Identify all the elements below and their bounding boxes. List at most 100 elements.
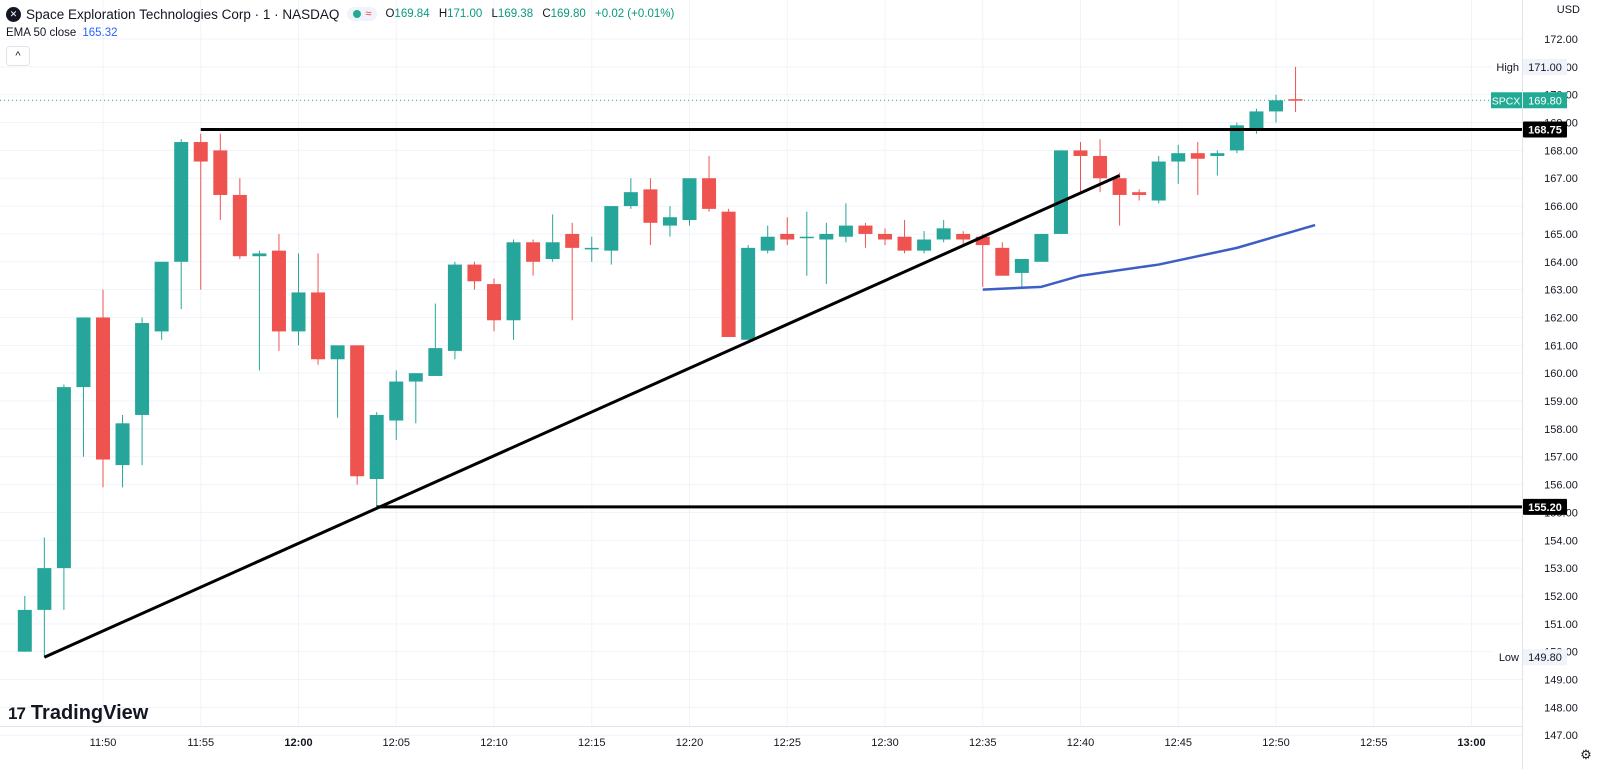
chevron-up-icon: ^ (15, 50, 21, 62)
candle-body (760, 236, 775, 251)
y-tick-label: 161.00 (1544, 340, 1578, 352)
market-status-pill[interactable]: ≈ (347, 7, 378, 21)
x-tick-label: 11:55 (187, 737, 214, 749)
candle-body (995, 247, 1010, 276)
symbol-title[interactable]: Space Exploration Technologies Corp · 1 … (26, 6, 340, 22)
candle (975, 233, 990, 287)
candle-body (1210, 153, 1225, 156)
candle (878, 228, 892, 246)
y-tick-label: 167.00 (1544, 173, 1578, 185)
candle (526, 239, 541, 276)
candle (956, 231, 971, 246)
trend-line (43, 174, 1121, 659)
marker-value: 149.80 (1528, 652, 1562, 664)
ema-legend[interactable]: EMA 50 close 165.32 (6, 27, 118, 39)
candle (897, 220, 912, 254)
x-tick-label: 13:00 (1457, 737, 1485, 749)
candle-body (115, 423, 130, 466)
candle-body (1171, 153, 1186, 162)
y-tick-label: 151.00 (1544, 619, 1578, 631)
marker-tag-bg (1492, 58, 1522, 75)
x-tick-label: 12:20 (676, 737, 704, 749)
high-value: 171.00 (447, 8, 483, 20)
candle (369, 412, 384, 507)
candle (662, 206, 677, 237)
candle-body (858, 225, 873, 234)
y-tick-label: 157.00 (1544, 452, 1578, 464)
candle (1171, 144, 1186, 184)
candle (682, 178, 697, 226)
candle (799, 211, 814, 276)
gear-icon[interactable]: ⚙ (1580, 747, 1592, 762)
candle-body (56, 387, 71, 569)
candle-body (819, 233, 834, 240)
x-tick-label: 12:00 (284, 737, 312, 749)
candle-body (878, 233, 892, 240)
candle-body (1132, 192, 1147, 195)
symbol-logo-icon[interactable]: ✕ (6, 6, 21, 22)
candle-body (17, 609, 32, 652)
candle-body (271, 250, 286, 332)
candle-body (1151, 161, 1166, 201)
candle (1112, 172, 1127, 226)
candle-body (369, 414, 384, 480)
candle-body (428, 348, 443, 376)
marker-value: 171.00 (1528, 62, 1562, 74)
candle (487, 278, 501, 332)
tradingview-logo: 17 TradingView (8, 702, 148, 725)
candle (1269, 94, 1283, 123)
change-value: +0.02 (+0.01%) (595, 8, 675, 20)
candle-body (1229, 125, 1244, 151)
candle (350, 345, 365, 485)
candle-body (330, 345, 345, 360)
x-tick-label: 12:45 (1164, 737, 1192, 749)
y-tick-label: 147.00 (1544, 730, 1578, 742)
candle-body (1190, 153, 1205, 159)
candle (37, 537, 52, 658)
candle-body (780, 233, 795, 240)
candle-body (193, 142, 208, 162)
candle (115, 414, 130, 488)
y-tick-label: 149.00 (1544, 675, 1578, 687)
y-tick-label: 153.00 (1544, 563, 1578, 575)
candle-body (956, 233, 971, 240)
candle (1288, 66, 1303, 112)
candle (565, 222, 580, 321)
candle-body (936, 228, 951, 240)
y-tick-label: 160.00 (1544, 368, 1578, 380)
candle (1014, 259, 1029, 287)
candle (702, 155, 717, 212)
x-tick-label: 12:25 (773, 737, 801, 749)
candle (917, 231, 932, 254)
candle (76, 317, 91, 457)
candle-body (291, 292, 306, 332)
candle (252, 250, 267, 371)
candle (213, 133, 228, 221)
chart-header: ✕ Space Exploration Technologies Corp · … (6, 5, 680, 23)
grid (0, 0, 1522, 736)
candle (447, 261, 462, 360)
marker-tag-bg (1492, 649, 1522, 666)
marker-value-bg (1523, 649, 1567, 666)
candle (408, 373, 423, 424)
y-tick-label: 163.00 (1544, 285, 1578, 297)
x-tick-label: 12:50 (1262, 737, 1290, 749)
candle-body (135, 323, 150, 415)
candle-body (662, 217, 677, 226)
candle-body (213, 150, 228, 195)
collapse-legend-button[interactable]: ^ (6, 46, 30, 66)
y-tick-label: 154.00 (1544, 535, 1578, 547)
currency-label[interactable]: USD (1556, 4, 1580, 16)
candle-body (1112, 178, 1127, 195)
last-price-label-bg (1523, 92, 1567, 109)
candle-body (838, 225, 853, 237)
candle-body (252, 253, 267, 257)
horizontal-line-label: 168.75 (1528, 125, 1562, 137)
candle (1190, 142, 1205, 195)
candle (1151, 155, 1166, 204)
candle-body (917, 239, 932, 251)
candle (428, 303, 443, 376)
candle-body (643, 189, 658, 223)
symbol-tag: SPCX (1492, 95, 1521, 107)
